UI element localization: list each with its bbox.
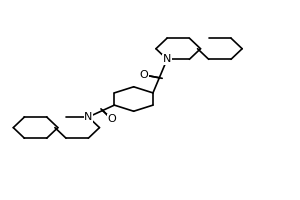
Text: N: N	[163, 54, 171, 64]
Text: O: O	[139, 70, 148, 80]
Text: O: O	[107, 114, 116, 124]
Text: N: N	[84, 112, 92, 122]
